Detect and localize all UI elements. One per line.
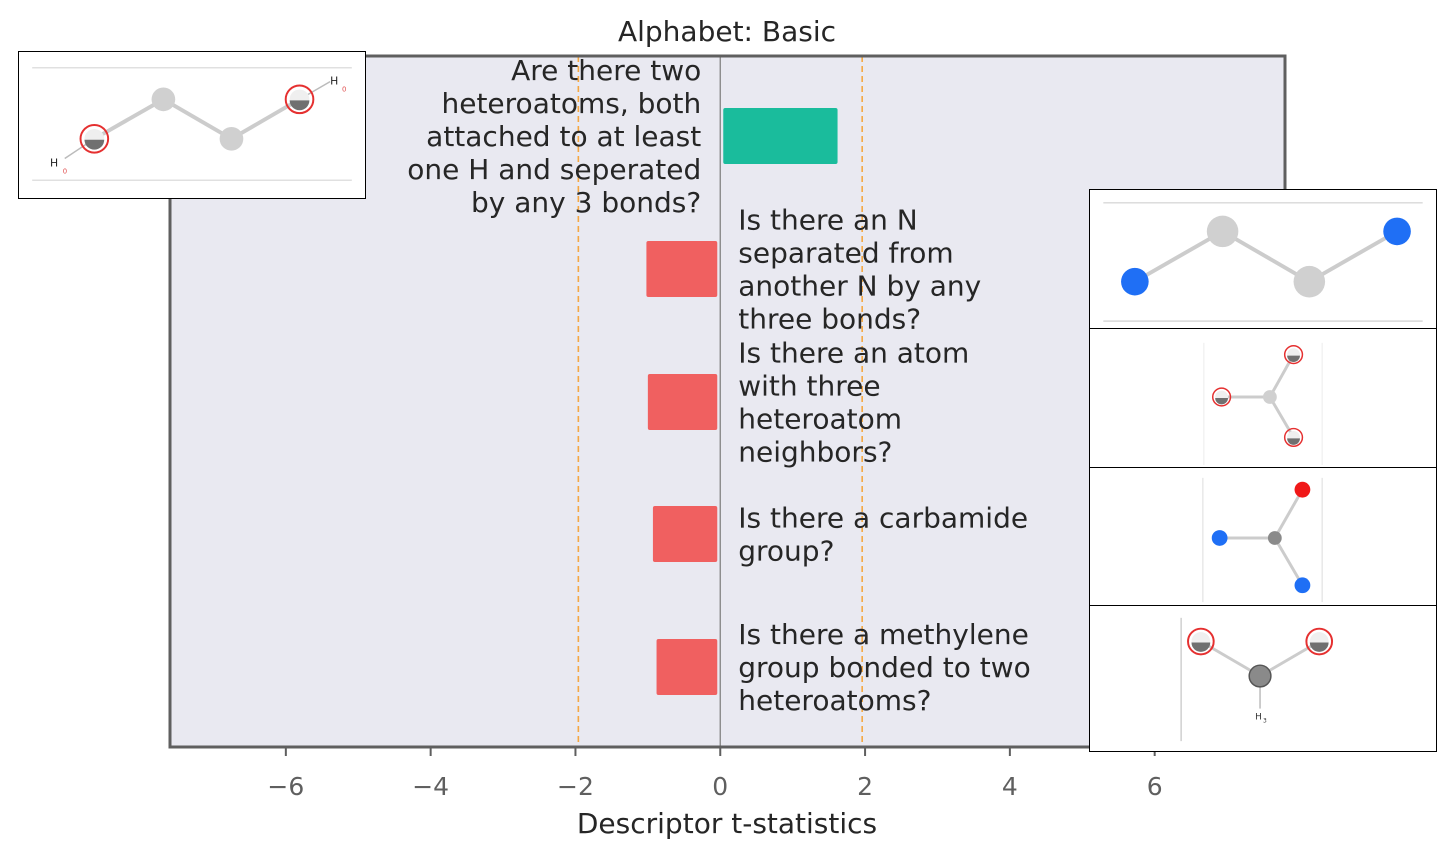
bar-label-line: one H and seperated	[407, 153, 701, 186]
bar-label-line: Is there an N	[738, 204, 917, 237]
bar-label-line: heteroatom	[738, 403, 902, 436]
x-axis: −6 −4 −2 0 2 4 6	[267, 747, 1163, 801]
x-tick-label: 2	[857, 772, 873, 801]
bar-label-line: heteroatoms?	[738, 684, 931, 717]
bar-label-line: Are there two	[511, 54, 701, 87]
molecule-inset-1: H 0 H 0	[18, 51, 366, 199]
svg-text:0: 0	[63, 167, 67, 175]
bar-label-line: another N by any	[738, 270, 981, 303]
bar-label: Are there two heteroatoms, both attached t…	[407, 54, 701, 219]
bar-label-line: group bonded to two	[738, 651, 1031, 684]
bar	[646, 241, 718, 297]
bar-labels: Are there two heteroatoms, both attached t…	[407, 54, 1031, 717]
svg-text:H: H	[1255, 712, 1262, 722]
bar-label-line: Is there a carbamide	[738, 502, 1028, 535]
svg-text:H: H	[330, 75, 338, 88]
bar-label-line: by any 3 bonds?	[471, 186, 701, 219]
bar-label-line: three bonds?	[738, 303, 921, 336]
svg-text:0: 0	[342, 85, 346, 93]
bars-layer	[577, 56, 863, 747]
bar-label-line: group?	[738, 535, 834, 568]
molecule-inset-2	[1089, 189, 1437, 329]
bar-label: Is there a methylene group bonded to two h…	[738, 618, 1031, 717]
molecule-inset-5: H 3	[1089, 605, 1437, 752]
bar-label: Is there a carbamide group?	[738, 502, 1028, 568]
bar	[723, 108, 838, 164]
x-tick-label: −4	[412, 772, 449, 801]
x-tick-label: −6	[267, 772, 304, 801]
bar-label-line: neighbors?	[738, 436, 892, 469]
x-tick-label: 4	[1002, 772, 1018, 801]
molecule-inset-3	[1089, 328, 1437, 468]
x-axis-label: Descriptor t-statistics	[577, 807, 877, 840]
x-tick-label: 6	[1147, 772, 1163, 801]
molecule-inset-4	[1089, 467, 1437, 606]
bar	[656, 639, 718, 695]
bar	[652, 506, 718, 562]
bar-label-line: Is there a methylene	[738, 618, 1029, 651]
svg-text:H: H	[50, 156, 58, 169]
bar-label-line: with three	[738, 370, 880, 403]
bar-label-line: heteroatoms, both	[441, 87, 701, 120]
svg-text:3: 3	[1263, 718, 1267, 724]
bar-label-line: separated from	[738, 237, 953, 270]
x-tick-label: −2	[557, 772, 594, 801]
bar-label: Is there an atom with three heteroatom neig…	[738, 337, 969, 469]
bar-label-line: Is there an atom	[738, 337, 969, 370]
x-tick-label: 0	[712, 772, 728, 801]
chart-title: Alphabet: Basic	[618, 15, 836, 48]
bar-label-line: attached to at least	[426, 120, 701, 153]
bar	[647, 374, 718, 430]
